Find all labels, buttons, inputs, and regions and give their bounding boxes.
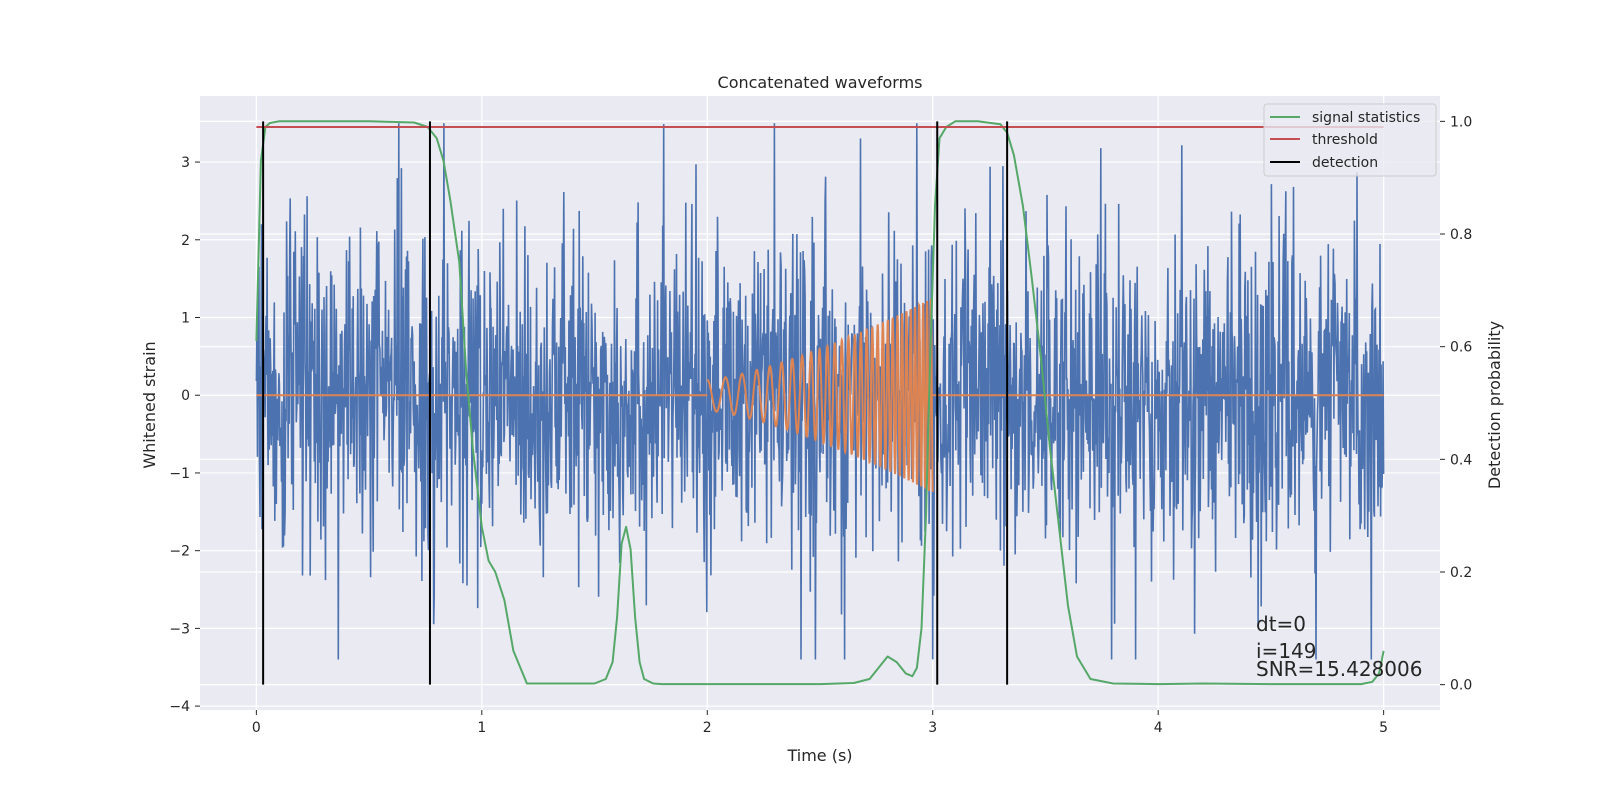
x-tick-label: 2 [703,720,712,736]
legend-label-threshold: threshold [1312,132,1378,148]
y-tick-label: −1 [169,466,190,482]
statistics-series [255,120,1385,686]
y-tick-label: 2 [181,233,190,249]
x-tick-label: 3 [928,720,937,736]
strain-line [255,123,1385,660]
y-tick-label: 0 [181,388,190,404]
y2-tick-label: 0.0 [1450,678,1472,694]
annotation-index: i=149 [1256,639,1317,663]
x-tick-label: 4 [1154,720,1163,736]
y-axis-ticks: −4 −3 −2 −1 0 1 2 3 [169,155,200,715]
legend: signal statistics threshold detection [1263,103,1437,177]
annotation-dt: dt=0 [1256,612,1306,636]
y2-axis-ticks: 0.0 0.2 0.4 0.6 0.8 1.0 [1440,114,1472,694]
x-axis-ticks: 0 1 2 3 4 5 [252,710,1388,736]
x-tick-label: 5 [1379,720,1388,736]
x-tick-label: 1 [477,720,486,736]
y-tick-label: −3 [169,621,190,637]
legend-label-signal-statistics: signal statistics [1312,110,1420,126]
annotation-block: dt=0 i=149 SNR=15.428006 [1256,612,1422,681]
y2-tick-label: 1.0 [1450,114,1472,130]
detection-series [262,121,1009,685]
y-tick-label: −2 [169,544,190,560]
legend-label-detection: detection [1312,155,1378,171]
y-tick-label: 1 [181,311,190,327]
statistics-line [255,120,1385,686]
y-tick-label: 3 [181,155,190,171]
y2-tick-label: 0.6 [1450,340,1472,356]
chart-title: Concatenated waveforms [718,73,923,92]
x-axis-label: Time (s) [786,746,852,765]
legend-box [1263,103,1437,177]
annotation-snr: SNR=15.428006 [1256,657,1422,681]
y2-axis-label: Detection probability [1485,321,1504,489]
x-tick-label: 0 [252,720,261,736]
injection-chirp-line [706,298,934,492]
y2-tick-label: 0.8 [1450,227,1472,243]
strain-series [255,123,1385,660]
y2-tick-label: 0.4 [1450,452,1472,468]
y2-tick-label: 0.2 [1450,565,1472,581]
y-tick-label: −4 [169,699,190,715]
y-axis-label: Whitened strain [140,341,159,468]
